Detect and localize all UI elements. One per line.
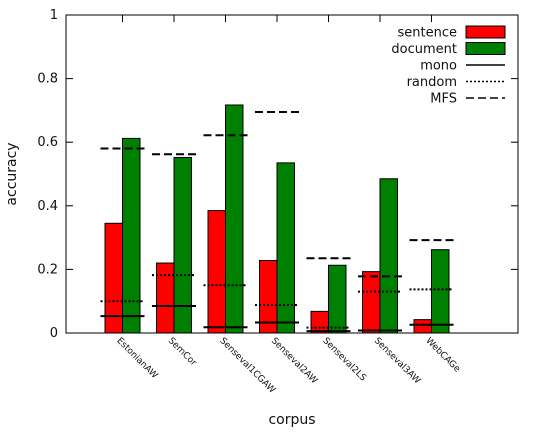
x-axis-title: corpus <box>268 412 315 428</box>
bar-document <box>379 178 398 334</box>
legend-label-sentence: sentence <box>398 26 458 41</box>
legend-swatch-document <box>465 42 506 55</box>
bar-sentence <box>362 271 381 334</box>
legend-label-mfs: MFS <box>430 92 457 107</box>
bar-document <box>276 162 295 334</box>
legend-label-random: random <box>407 75 457 90</box>
bar-document <box>431 249 450 334</box>
x-tick-label: Senseval2AW <box>269 336 319 386</box>
x-tick-label: WebCAGe <box>423 336 462 375</box>
y-tick-label: 0.6 <box>37 135 58 150</box>
x-tick-label: Senseval2LS <box>320 336 368 384</box>
y-axis-title: accuracy <box>4 142 20 205</box>
bar-document <box>225 104 244 334</box>
y-tick-label: 0.2 <box>37 262 58 277</box>
bar-sentence <box>413 319 432 334</box>
legend-label-document: document <box>391 42 457 57</box>
y-axis: 0 0.2 0.4 0.6 0.8 1 <box>37 8 518 341</box>
bar-sentence <box>207 210 226 334</box>
legend-swatch-sentence <box>465 25 506 39</box>
x-tick-label: SemCor <box>166 336 198 368</box>
y-tick-label: 1 <box>50 8 58 23</box>
bar-document <box>122 137 141 334</box>
y-tick-label: 0 <box>50 326 58 341</box>
x-tick-label: Senseval3AW <box>372 336 422 386</box>
bar-sentence <box>310 310 329 334</box>
x-tick-label: EstonianAW <box>114 336 159 381</box>
legend-label-mono: mono <box>420 59 457 74</box>
y-tick-label: 0.8 <box>37 72 58 87</box>
x-tick-label: Senseval1CGAW <box>217 336 277 396</box>
reference-lines <box>100 110 454 333</box>
bar-document <box>328 264 347 334</box>
bars <box>104 104 450 334</box>
bar-document <box>173 156 192 334</box>
bar-sentence <box>156 262 175 334</box>
y-tick-label: 0.4 <box>37 199 58 214</box>
